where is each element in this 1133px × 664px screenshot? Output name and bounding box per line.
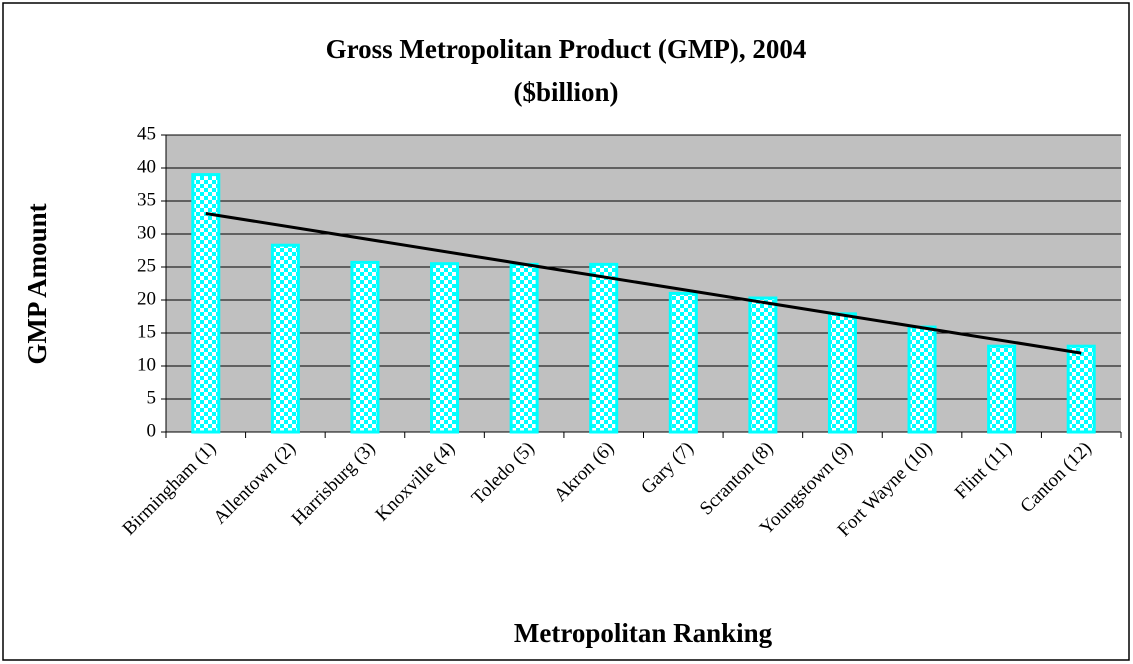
- y-tick-label: 10: [137, 354, 156, 375]
- bar: [668, 291, 698, 434]
- bar: [270, 243, 300, 434]
- y-tick-label: 20: [137, 288, 156, 309]
- y-tick-label: 30: [137, 222, 156, 243]
- chart-title: Gross Metropolitan Product (GMP), 2004: [326, 34, 807, 64]
- y-tick-label: 40: [137, 156, 156, 177]
- y-axis-label: GMP Amount: [22, 203, 52, 364]
- bar: [509, 262, 539, 434]
- y-tick-label: 25: [137, 255, 156, 276]
- bar: [827, 312, 857, 434]
- bar: [430, 262, 460, 434]
- bar: [589, 262, 619, 434]
- bar: [987, 344, 1017, 434]
- bar: [748, 296, 778, 434]
- bar: [1066, 344, 1096, 434]
- y-tick-label: 45: [137, 123, 156, 144]
- y-tick-label: 35: [137, 189, 156, 210]
- y-tick-label: 0: [147, 420, 157, 441]
- bar: [191, 173, 221, 434]
- trendline: [205, 211, 1082, 355]
- y-tick-label: 15: [137, 321, 156, 342]
- y-tick-label: 5: [147, 387, 157, 408]
- bar: [907, 325, 937, 434]
- chart-subtitle: ($billion): [513, 77, 618, 107]
- bar: [350, 260, 380, 434]
- x-axis-label: Metropolitan Ranking: [514, 618, 773, 648]
